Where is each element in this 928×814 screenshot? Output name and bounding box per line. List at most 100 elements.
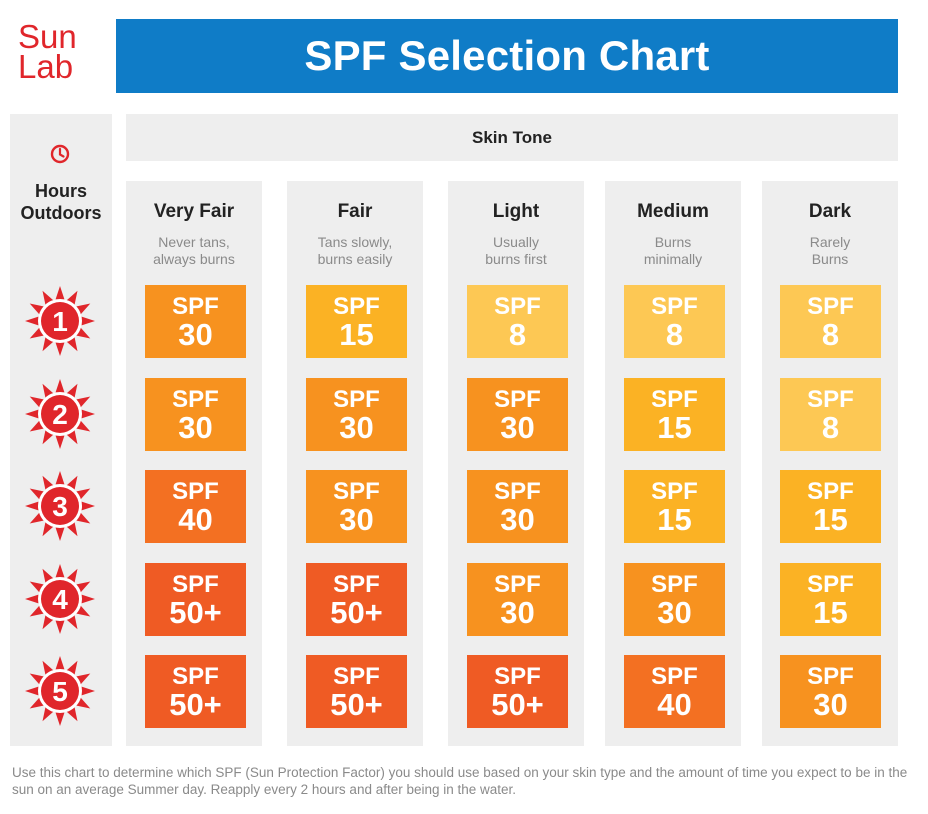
spf-label: SPF	[333, 662, 380, 690]
spf-label: SPF	[172, 477, 219, 505]
sun-icon-hour-4: 4	[25, 564, 95, 634]
spf-cell-hour-5-very-fair: SPF 50+	[145, 655, 246, 728]
tone-description: Rarely Burns	[809, 234, 851, 267]
spf-label: SPF	[333, 385, 380, 413]
spf-label: SPF	[807, 292, 854, 320]
page-title: SPF Selection Chart	[304, 32, 710, 79]
skin-tone-header: Skin Tone	[126, 114, 898, 161]
spf-label: SPF	[494, 477, 541, 505]
spf-value: 30	[339, 409, 374, 445]
tone-column-fair: Fair Tans slowly, burns easily	[287, 181, 423, 746]
spf-value: 30	[178, 409, 213, 445]
tone-description: Burns minimally	[643, 234, 703, 267]
tone-column-dark: Dark Rarely Burns	[762, 181, 898, 746]
spf-value: 40	[657, 686, 692, 722]
tone-description: Never tans, always burns	[153, 234, 235, 267]
hour-number: 2	[52, 399, 68, 430]
spf-cell-hour-4-dark: SPF 15	[780, 563, 881, 636]
spf-label: SPF	[651, 477, 698, 505]
spf-cell-hour-3-very-fair: SPF 40	[145, 470, 246, 543]
tone-name: Medium	[637, 201, 709, 222]
spf-value: 30	[500, 501, 535, 537]
spf-cell-hour-4-light: SPF 30	[467, 563, 568, 636]
spf-value: 50+	[330, 594, 383, 630]
logo-line-1: Sun	[18, 18, 77, 55]
tone-name: Very Fair	[153, 201, 235, 222]
tone-name: Light	[492, 201, 540, 222]
spf-label: SPF	[333, 570, 380, 598]
tone-description: Usually burns first	[485, 234, 547, 267]
spf-value: 8	[508, 316, 527, 352]
sun-icon-hour-1: 1	[25, 286, 95, 356]
spf-value: 15	[657, 501, 692, 537]
title-banner: SPF Selection Chart	[116, 19, 898, 93]
sun-icon-hour-2: 2	[25, 379, 95, 449]
spf-cell-hour-2-dark: SPF 8	[780, 378, 881, 451]
spf-cell-hour-3-dark: SPF 15	[780, 470, 881, 543]
spf-value: 30	[657, 594, 692, 630]
sunlab-logo: Sun Lab	[18, 18, 102, 86]
hour-number: 3	[52, 491, 68, 522]
spf-label: SPF	[807, 662, 854, 690]
spf-value: 15	[339, 316, 374, 352]
spf-label: SPF	[172, 662, 219, 690]
spf-value: 8	[821, 316, 840, 352]
spf-label: SPF	[651, 292, 698, 320]
spf-cell-hour-2-light: SPF 30	[467, 378, 568, 451]
spf-label: SPF	[333, 292, 380, 320]
spf-label: SPF	[172, 385, 219, 413]
spf-label: SPF	[494, 385, 541, 413]
hour-number: 5	[52, 676, 68, 707]
spf-label: SPF	[494, 292, 541, 320]
hour-number: 4	[52, 584, 68, 615]
spf-value: 50+	[169, 594, 222, 630]
logo-line-2: Lab	[18, 48, 74, 86]
spf-cell-hour-5-fair: SPF 50+	[306, 655, 407, 728]
tone-name: Fair	[337, 201, 373, 222]
spf-cell-hour-1-medium: SPF 8	[624, 285, 725, 358]
skin-tone-label: Skin Tone	[472, 127, 552, 147]
spf-cell-hour-1-light: SPF 8	[467, 285, 568, 358]
spf-label: SPF	[651, 662, 698, 690]
spf-cell-hour-3-light: SPF 30	[467, 470, 568, 543]
spf-value: 30	[500, 594, 535, 630]
spf-value: 50+	[491, 686, 544, 722]
spf-value: 50+	[169, 686, 222, 722]
spf-value: 50+	[330, 686, 383, 722]
spf-value: 15	[657, 409, 692, 445]
spf-value: 30	[178, 316, 213, 352]
tone-description: Tans slowly, burns easily	[317, 234, 393, 267]
tone-column-medium: Medium Burns minimally	[605, 181, 741, 746]
spf-label: SPF	[807, 477, 854, 505]
spf-cell-hour-2-medium: SPF 15	[624, 378, 725, 451]
spf-label: SPF	[807, 570, 854, 598]
spf-cell-hour-2-very-fair: SPF 30	[145, 378, 246, 451]
spf-label: SPF	[494, 570, 541, 598]
spf-cell-hour-5-medium: SPF 40	[624, 655, 725, 728]
spf-value: 30	[339, 501, 374, 537]
spf-cell-hour-4-fair: SPF 50+	[306, 563, 407, 636]
tone-column-very-fair: Very Fair Never tans, always burns	[126, 181, 262, 746]
spf-label: SPF	[651, 385, 698, 413]
spf-cell-hour-3-fair: SPF 30	[306, 470, 407, 543]
spf-value: 8	[665, 316, 684, 352]
spf-cell-hour-5-light: SPF 50+	[467, 655, 568, 728]
tone-column-light: Light Usually burns first	[448, 181, 584, 746]
spf-value: 30	[500, 409, 535, 445]
spf-cell-hour-2-fair: SPF 30	[306, 378, 407, 451]
hour-number: 1	[52, 306, 68, 337]
clock-icon	[50, 144, 70, 164]
spf-cell-hour-5-dark: SPF 30	[780, 655, 881, 728]
footnote: Use this chart to determine which SPF (S…	[12, 765, 908, 797]
spf-value: 40	[178, 501, 213, 537]
spf-cell-hour-1-very-fair: SPF 30	[145, 285, 246, 358]
sun-icon-hour-3: 3	[25, 471, 95, 541]
spf-label: SPF	[807, 385, 854, 413]
spf-cell-hour-4-medium: SPF 30	[624, 563, 725, 636]
spf-label: SPF	[494, 662, 541, 690]
spf-cell-hour-1-dark: SPF 8	[780, 285, 881, 358]
spf-value: 30	[813, 686, 848, 722]
spf-label: SPF	[172, 292, 219, 320]
spf-cell-hour-3-medium: SPF 15	[624, 470, 725, 543]
spf-cell-hour-1-fair: SPF 15	[306, 285, 407, 358]
